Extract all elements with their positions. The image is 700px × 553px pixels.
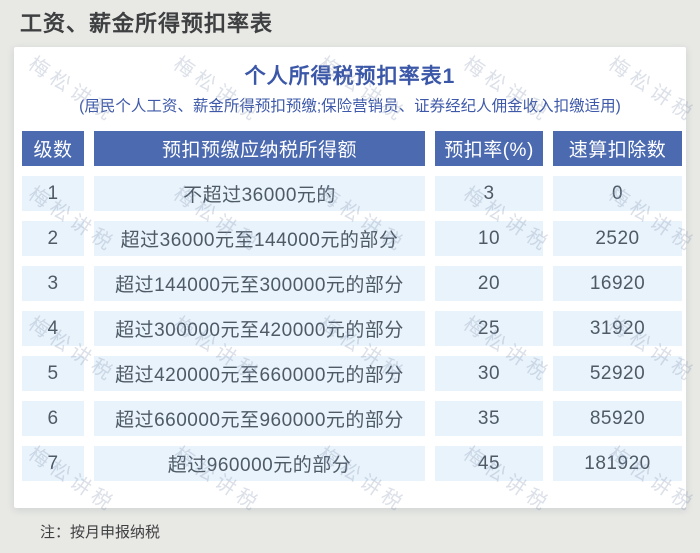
table-cell: 3: [22, 266, 84, 301]
table-cell: 52920: [553, 356, 682, 391]
table-cell: 6: [22, 401, 84, 436]
tax-rate-card: 个人所得税预扣率表1 (居民个人工资、薪金所得预扣预缴;保险营销员、证券经纪人佣…: [14, 47, 686, 508]
table-cell: 超过300000元至420000元的部分: [94, 311, 425, 346]
table-cell: 10: [435, 221, 543, 256]
footnote: 注：按月申报纳税: [40, 524, 161, 541]
table-cell: 3: [435, 176, 543, 211]
table-cell: 5: [22, 356, 84, 391]
table-cell: 85920: [553, 401, 682, 436]
table-cell: 超过144000元至300000元的部分: [94, 266, 425, 301]
table-cell: 25: [435, 311, 543, 346]
header-cell: 预扣预缴应纳税所得额: [94, 131, 425, 166]
table-cell: 31920: [553, 311, 682, 346]
table-cell: 45: [435, 446, 543, 481]
table-cell: 不超过36000元的: [94, 176, 425, 211]
table-cell: 1: [22, 176, 84, 211]
table-cell: 超过960000元的部分: [94, 446, 425, 481]
table-cell: 35: [435, 401, 543, 436]
tax-table: 级数 预扣预缴应纳税所得额 预扣率(%) 速算扣除数 1 不超过36000元的 3 0 2 超过3…: [22, 131, 682, 481]
table-cell: 2520: [553, 221, 682, 256]
table-cell: 4: [22, 311, 84, 346]
page-title: 工资、薪金所得预扣率表: [20, 11, 274, 36]
table-cell: 超过36000元至144000元的部分: [94, 221, 425, 256]
header-cell: 速算扣除数: [553, 131, 682, 166]
header-cell: 预扣率(%): [435, 131, 543, 166]
table-cell: 16920: [553, 266, 682, 301]
card-title: 个人所得税预扣率表1: [244, 65, 456, 88]
table-cell: 超过660000元至960000元的部分: [94, 401, 425, 436]
card-subtitle: (居民个人工资、薪金所得预扣预缴;保险营销员、证券经纪人佣金收入扣缴适用): [79, 98, 621, 115]
table-cell: 181920: [553, 446, 682, 481]
table-cell: 2: [22, 221, 84, 256]
table-cell: 7: [22, 446, 84, 481]
table-cell: 20: [435, 266, 543, 301]
table-cell: 超过420000元至660000元的部分: [94, 356, 425, 391]
table-cell: 0: [553, 176, 682, 211]
header-cell: 级数: [22, 131, 84, 166]
table-cell: 30: [435, 356, 543, 391]
